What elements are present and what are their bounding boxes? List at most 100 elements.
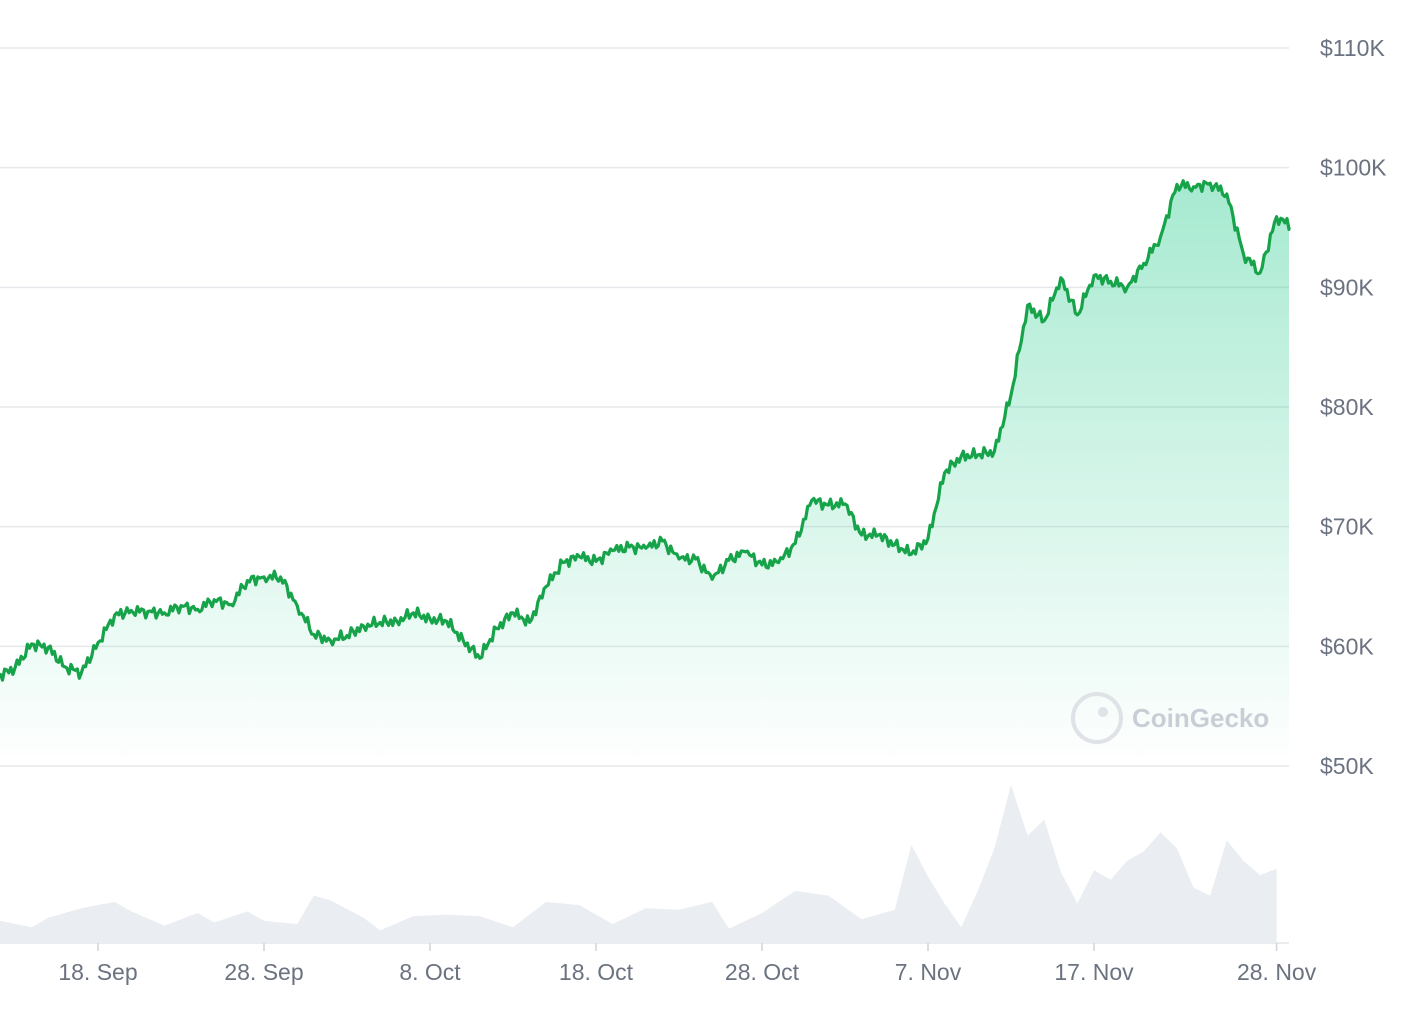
price-point xyxy=(1158,235,1162,239)
price-point xyxy=(129,608,133,612)
price-point xyxy=(992,449,996,453)
x-tick-label: 18. Sep xyxy=(58,959,137,985)
price-point xyxy=(345,634,349,638)
price-point xyxy=(1075,313,1079,317)
price-point xyxy=(926,537,930,541)
price-point xyxy=(577,555,581,559)
price-point xyxy=(411,611,415,615)
x-tick-label: 28. Nov xyxy=(1237,959,1317,985)
price-point xyxy=(1192,185,1196,189)
y-axis-ticks: $110K $100K $90K $80K $70K $60K $50K xyxy=(1320,35,1387,779)
price-area-fill xyxy=(0,180,1289,767)
price-point xyxy=(743,550,747,554)
x-tick-label: 8. Oct xyxy=(399,959,461,985)
x-tick-label: 17. Nov xyxy=(1054,959,1134,985)
price-point xyxy=(428,617,432,621)
price-point xyxy=(79,671,83,675)
price-point xyxy=(710,577,714,581)
price-area xyxy=(0,180,1289,767)
x-tick-label: 18. Oct xyxy=(559,959,634,985)
price-point xyxy=(976,453,980,457)
x-tick-label: 28. Sep xyxy=(224,959,303,985)
price-point xyxy=(1125,285,1129,289)
price-point xyxy=(478,656,482,660)
price-point xyxy=(96,641,100,645)
price-point xyxy=(494,626,498,630)
price-point xyxy=(644,546,648,550)
price-point xyxy=(30,642,34,646)
price-point xyxy=(893,543,897,547)
price-point xyxy=(826,503,830,507)
price-point xyxy=(611,549,615,553)
gecko-eye-icon xyxy=(1098,707,1108,717)
price-point xyxy=(943,471,947,475)
price-point xyxy=(860,533,864,537)
price-point xyxy=(777,561,781,565)
price-point xyxy=(1026,303,1030,307)
price-point xyxy=(1241,252,1245,256)
x-tick-label: 28. Oct xyxy=(725,959,800,985)
price-point xyxy=(162,611,166,615)
price-point xyxy=(13,666,17,670)
price-point xyxy=(229,603,233,607)
price-point xyxy=(1175,182,1179,186)
price-point xyxy=(1208,181,1212,185)
price-point xyxy=(727,558,731,562)
price-point xyxy=(245,579,249,583)
y-tick-label: $90K xyxy=(1320,274,1374,300)
price-point xyxy=(561,561,565,565)
price-point xyxy=(511,611,515,615)
price-point xyxy=(362,624,366,628)
price-point xyxy=(212,598,216,602)
price-point xyxy=(179,604,183,608)
price-point xyxy=(1009,393,1013,397)
y-tick-label: $110K xyxy=(1320,35,1385,61)
y-tick-label: $80K xyxy=(1320,394,1374,420)
price-point xyxy=(544,585,548,589)
y-tick-label: $100K xyxy=(1320,155,1387,181)
price-point xyxy=(843,502,847,506)
price-point xyxy=(677,557,681,561)
price-point xyxy=(627,545,631,549)
price-point xyxy=(1059,276,1063,280)
x-tick-label: 7. Nov xyxy=(895,959,962,985)
price-point xyxy=(1275,215,1279,219)
price-point xyxy=(1042,319,1046,323)
price-series xyxy=(0,179,1291,682)
price-point xyxy=(1142,261,1146,265)
price-point xyxy=(378,620,382,624)
volume-bars xyxy=(0,785,1277,943)
price-point xyxy=(262,575,266,579)
volume-area xyxy=(0,785,1277,943)
price-point xyxy=(528,620,532,624)
price-point xyxy=(295,604,299,608)
price-point xyxy=(1092,273,1096,277)
y-tick-label: $50K xyxy=(1320,753,1374,779)
price-point xyxy=(113,613,117,617)
gecko-logo-icon xyxy=(1071,692,1123,744)
price-point xyxy=(660,539,664,543)
price-point xyxy=(1258,271,1262,275)
price-point xyxy=(1109,279,1113,283)
price-point xyxy=(46,646,50,650)
price-point xyxy=(461,638,465,642)
coingecko-watermark: CoinGecko xyxy=(1071,692,1269,744)
price-point xyxy=(395,619,399,623)
price-point xyxy=(312,632,316,636)
price-point xyxy=(909,552,913,556)
y-tick-label: $60K xyxy=(1320,633,1374,659)
price-point xyxy=(876,533,880,537)
price-point xyxy=(959,454,963,458)
price-point xyxy=(279,575,283,579)
price-point xyxy=(445,619,449,623)
price-point xyxy=(594,559,598,563)
x-axis-ticks: 18. Sep 28. Sep 8. Oct 18. Oct 28. Oct 7. Nov… xyxy=(58,943,1317,985)
y-tick-label: $70K xyxy=(1320,514,1374,540)
price-point xyxy=(146,610,150,614)
price-line xyxy=(0,179,1291,682)
price-point xyxy=(1225,192,1229,196)
price-point xyxy=(196,607,200,611)
price-point xyxy=(760,563,764,567)
price-point xyxy=(793,541,797,545)
